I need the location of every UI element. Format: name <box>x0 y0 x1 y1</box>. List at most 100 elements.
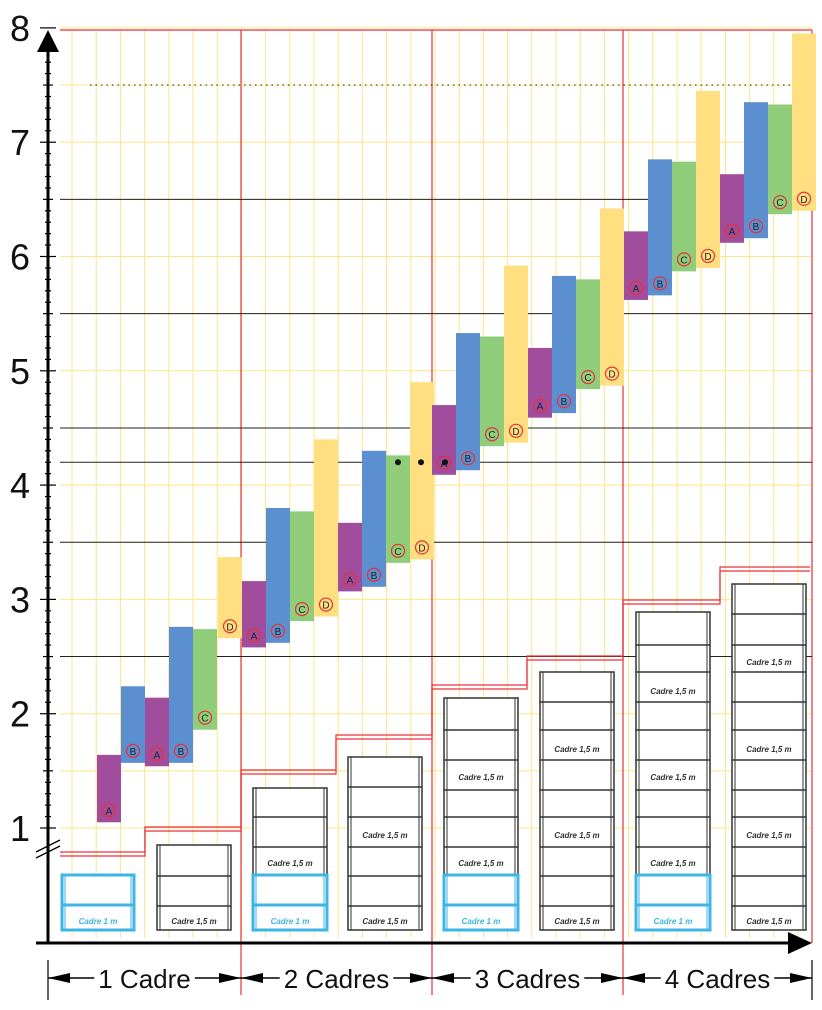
highlight-point <box>418 459 424 466</box>
rack-frame <box>60 873 136 932</box>
marker-B <box>125 743 141 758</box>
marker-label: B <box>657 279 664 290</box>
y-tick-label: 6 <box>10 237 30 278</box>
group-label: 2 Cadres <box>284 964 390 994</box>
marker-C <box>197 710 213 725</box>
rack-frame <box>442 873 520 932</box>
marker-A <box>101 803 117 818</box>
rack-white <box>347 756 423 931</box>
rack-frame <box>634 873 712 932</box>
axis-break <box>35 839 61 853</box>
group-label-bg <box>660 964 775 994</box>
bar-A <box>145 697 169 767</box>
marker-A <box>149 747 165 762</box>
marker-C <box>772 195 788 210</box>
frame-label-white: Cadre 1,5 m <box>746 917 791 926</box>
frame-label-white: Cadre 1,5 m <box>650 859 695 868</box>
marker-label: D <box>608 370 615 381</box>
highlight-point <box>442 459 448 466</box>
bar-A <box>528 347 552 418</box>
marker-label: B <box>178 747 185 758</box>
frame-label-blue: Cadre 1 m <box>79 917 118 926</box>
rack-white <box>731 583 807 931</box>
frame-label-white: Cadre 1,5 m <box>746 658 791 667</box>
marker-A <box>342 572 358 587</box>
x-axis-arrow <box>788 932 812 954</box>
frame-label-white: Cadre 1,5 m <box>362 831 407 840</box>
marker-D <box>222 619 238 634</box>
marker-label: B <box>561 397 568 408</box>
dimension-arrow <box>790 973 812 983</box>
marker-A <box>246 628 262 643</box>
marker-C <box>484 427 500 442</box>
y-tick-label: 1 <box>10 808 30 849</box>
frame-label-white: Cadre 1,5 m <box>650 773 695 782</box>
frame-label-white: Cadre 1,5 m <box>746 831 791 840</box>
marker-label: A <box>154 750 161 761</box>
rack-blue <box>60 873 136 932</box>
marker-label: D <box>512 427 519 438</box>
frame-label-white: Cadre 1,5 m <box>458 859 503 868</box>
marker-C <box>676 252 692 267</box>
marker-A <box>724 223 740 238</box>
dimension-arrow <box>432 973 454 983</box>
marker-D <box>318 597 334 612</box>
y-tick-label: 2 <box>10 694 30 735</box>
marker-label: D <box>418 543 425 554</box>
marker-label: A <box>633 284 640 295</box>
marker-label: C <box>776 198 783 209</box>
marker-D <box>700 248 716 264</box>
marker-label: D <box>800 195 807 206</box>
marker-label: B <box>130 747 137 758</box>
frame-label-white: Cadre 1,5 m <box>746 745 791 754</box>
bar-D <box>504 265 528 443</box>
rack-frame <box>156 844 232 931</box>
marker-D <box>508 423 524 438</box>
y-tick-label: 4 <box>10 465 30 506</box>
bar-A <box>624 231 648 300</box>
group-label-bg <box>94 964 195 994</box>
step-line <box>60 570 810 857</box>
bar-D <box>792 33 816 211</box>
rack-frame <box>539 671 615 931</box>
marker-A <box>628 280 644 296</box>
marker-D <box>604 366 620 381</box>
dimension-arrow <box>241 973 263 983</box>
marker-label: A <box>729 227 736 238</box>
bar-B <box>169 626 193 763</box>
frame-label-white: Cadre 1,5 m <box>458 773 503 782</box>
marker-label: A <box>106 806 113 817</box>
bar-C <box>193 629 217 730</box>
bar-D <box>410 382 434 560</box>
rack-frame <box>347 756 423 931</box>
rack-blue <box>251 873 329 932</box>
bar-B <box>552 275 576 414</box>
dimension-arrow <box>601 973 623 983</box>
frame-label-white: Cadre 1,5 m <box>267 859 312 868</box>
marker-label: C <box>394 547 401 558</box>
bar-D <box>314 439 338 617</box>
frame-label-white: Cadre 1,5 m <box>554 917 599 926</box>
bars: ABABCDABCDABCDABCDABCDABCDABCD <box>97 33 816 823</box>
bar-B <box>362 450 386 587</box>
bar-D <box>218 557 242 639</box>
bar-B <box>121 686 145 763</box>
frame-label-blue: Cadre 1 m <box>654 917 693 926</box>
frame-label-white: Cadre 1,5 m <box>554 745 599 754</box>
marker-label: A <box>251 631 258 642</box>
frame-label-white: Cadre 1,5 m <box>650 687 695 696</box>
marker-label: C <box>584 373 591 384</box>
group-label: 1 Cadre <box>98 964 191 994</box>
group-label: 4 Cadres <box>665 964 771 994</box>
marker-label: C <box>201 714 208 725</box>
marker-C <box>294 602 310 617</box>
labels: Cadre 1 m Cadre 1,5 m Cadre 1,5 m Cadre 1 m… <box>10 8 792 994</box>
marker-label: A <box>537 402 544 413</box>
frame-label-white: Cadre 1,5 m <box>171 917 216 926</box>
marker-B <box>556 393 572 409</box>
marker-B <box>173 743 189 758</box>
axis-break <box>35 845 61 859</box>
dimension-arrow <box>219 973 241 983</box>
bar-B <box>456 333 480 471</box>
